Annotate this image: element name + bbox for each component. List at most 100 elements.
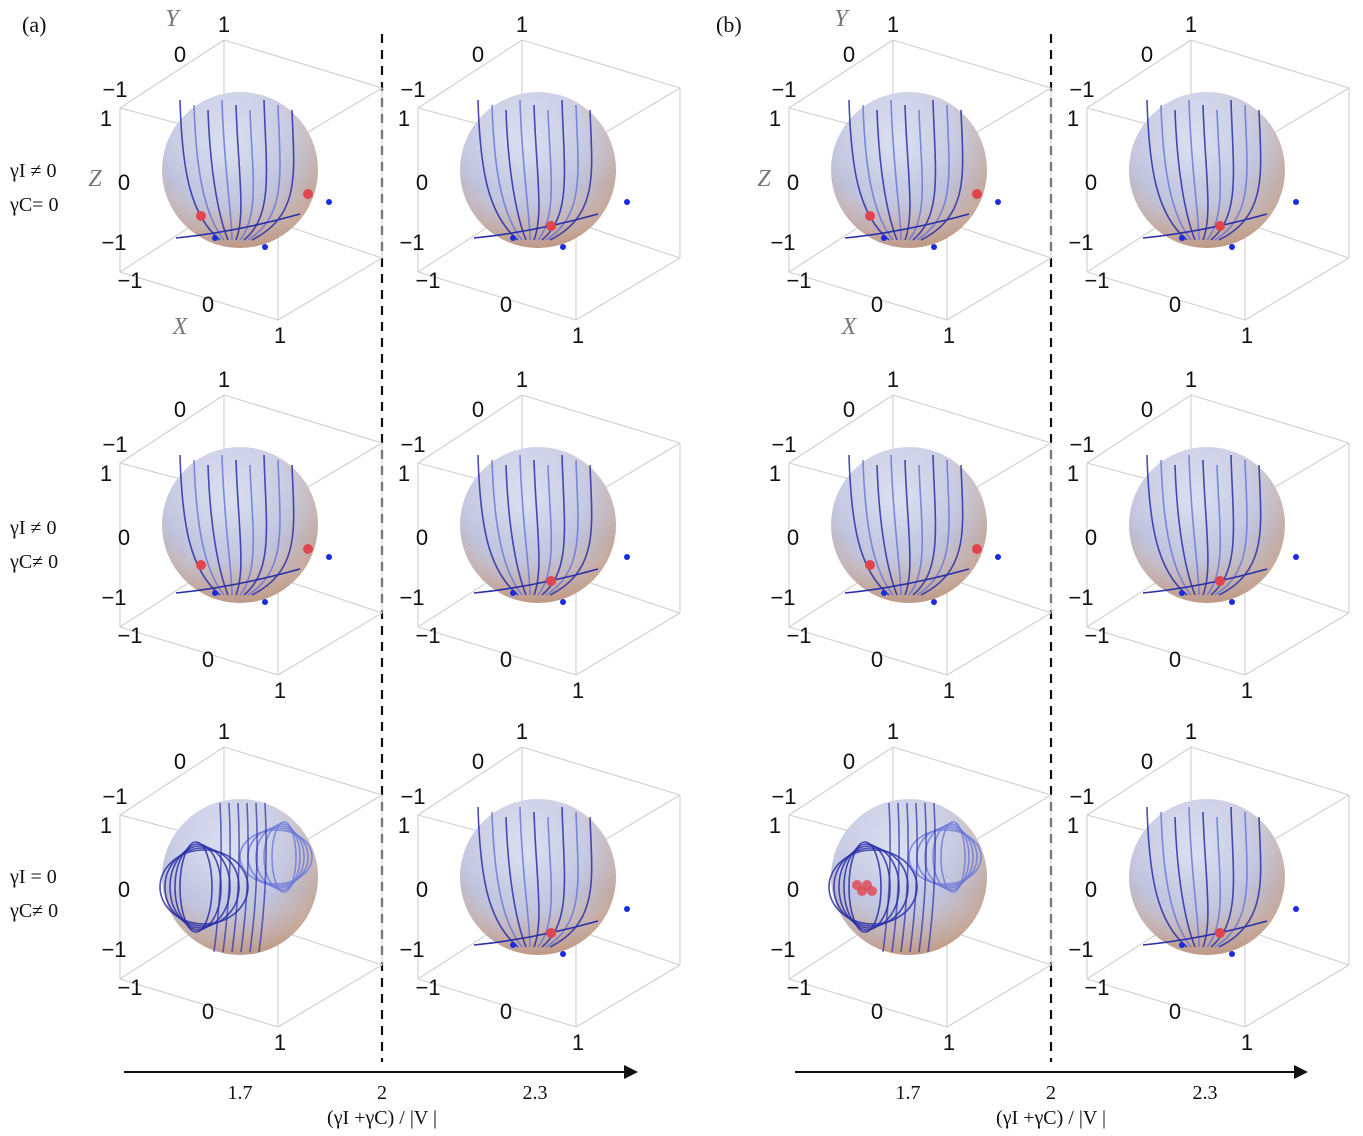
z-tick-neg: −1: [770, 230, 795, 255]
stable-fixed-point: [546, 576, 556, 586]
stable-fixed-point: [196, 560, 206, 570]
flow-trajectories: [1142, 99, 1268, 241]
x-tick-zero: 0: [500, 292, 512, 317]
flow-trajectories: [828, 802, 982, 953]
y-tick-zero: 0: [1141, 42, 1153, 67]
x-tick-pos: 1: [274, 1030, 286, 1055]
flow-trajectories: [175, 99, 301, 241]
sink-point: [212, 590, 218, 596]
sphere-panel-11: 1 0 −1 1 0 −1 −1 0 1: [769, 719, 1052, 1055]
y-tick-zero: 0: [843, 42, 855, 67]
stable-fixed-point: [303, 544, 313, 554]
x-tick-1-7: 1.7: [896, 1082, 921, 1104]
x-tick-2: 2: [1046, 1082, 1056, 1104]
x-tick-neg: −1: [117, 623, 142, 648]
sphere-panel-3: 1 0 −1 1 0 −1 −1 0 1 Y Z X: [757, 6, 1052, 348]
sink-point: [931, 599, 937, 605]
x-tick-pos: 1: [1241, 1030, 1253, 1055]
z-tick-pos: 1: [769, 813, 781, 838]
sink-point: [510, 942, 516, 948]
y-tick-pos: 1: [887, 12, 899, 37]
x-tick-pos: 1: [572, 1030, 584, 1055]
sphere-panel-6: 1 0 −1 1 0 −1 −1 0 1: [398, 367, 681, 703]
sink-point: [881, 235, 887, 241]
x-axis-name: X: [172, 314, 189, 340]
flow-trajectories: [844, 99, 970, 241]
sphere-panel-9: 1 0 −1 1 0 −1 −1 0 1: [100, 719, 383, 1055]
z-tick-pos: 1: [100, 461, 112, 486]
x-tick-zero: 0: [1169, 999, 1181, 1024]
sink-point: [510, 590, 516, 596]
sink-point: [1179, 235, 1185, 241]
x-tick-pos: 1: [943, 678, 955, 703]
sink-point: [262, 599, 268, 605]
flow-trajectories: [1142, 454, 1268, 596]
x-tick-pos: 1: [572, 323, 584, 348]
row-label-1: γI ≠ 0 γC= 0: [9, 160, 58, 216]
sink-point: [560, 951, 566, 957]
z-tick-pos: 1: [100, 106, 112, 131]
sink-point: [931, 244, 937, 250]
x-axis-b: 1.7 2 2.3 (γI +γC) / |V |: [795, 1065, 1308, 1129]
stable-fixed-point: [1215, 221, 1225, 231]
sink-point: [560, 599, 566, 605]
y-tick-neg: −1: [771, 432, 796, 457]
row-label-2: γI ≠ 0 γC≠ 0: [9, 517, 58, 573]
x-tick-neg: −1: [415, 623, 440, 648]
z-tick-neg: −1: [399, 230, 424, 255]
x-tick-pos: 1: [943, 323, 955, 348]
y-tick-zero: 0: [472, 749, 484, 774]
y-tick-pos: 1: [1185, 12, 1197, 37]
z-tick-neg: −1: [770, 585, 795, 610]
z-tick-zero: 0: [118, 877, 130, 902]
x-tick-neg: −1: [415, 975, 440, 1000]
z-tick-neg: −1: [101, 937, 126, 962]
stable-fixed-point: [546, 928, 556, 938]
flow-trajectories: [159, 802, 313, 953]
x-tick-pos: 1: [943, 1030, 955, 1055]
z-tick-zero: 0: [118, 525, 130, 550]
z-tick-pos: 1: [398, 461, 410, 486]
y-tick-neg: −1: [771, 77, 796, 102]
z-tick-neg: −1: [1068, 230, 1093, 255]
stable-fixed-point: [546, 221, 556, 231]
y-tick-pos: 1: [1185, 367, 1197, 392]
sink-point: [881, 590, 887, 596]
stable-fixed-point: [865, 211, 875, 221]
x-tick-pos: 1: [1241, 678, 1253, 703]
sphere-panel-8: 1 0 −1 1 0 −1 −1 0 1: [1067, 367, 1350, 703]
y-tick-pos: 1: [516, 12, 528, 37]
x-tick-zero: 0: [202, 647, 214, 672]
y-tick-neg: −1: [771, 784, 796, 809]
y-tick-neg: −1: [1069, 784, 1094, 809]
sink-point: [1229, 599, 1235, 605]
sink-point: [510, 235, 516, 241]
z-tick-neg: −1: [399, 585, 424, 610]
z-tick-neg: −1: [101, 585, 126, 610]
x-axis-label: (γI +γC) / |V |: [996, 1107, 1106, 1129]
x-tick-zero: 0: [871, 647, 883, 672]
flow-trajectories: [473, 99, 599, 241]
sphere-panels: 1 0 −1 1 0 −1 −1 0 1 Y Z X 1 0 −1 1 0 −1 −1 0 1 1 0 −1 1 0 −1 −1 0 1 Y…: [88, 6, 1350, 1055]
sphere-panel-12: 1 0 −1 1 0 −1 −1 0 1: [1067, 719, 1350, 1055]
stable-fixed-point: [1215, 928, 1225, 938]
sink-point: [1229, 951, 1235, 957]
row-label-3: γI = 0 γC≠ 0: [9, 866, 58, 922]
x-tick-neg: −1: [1084, 975, 1109, 1000]
z-tick-neg: −1: [770, 937, 795, 962]
y-tick-zero: 0: [1141, 749, 1153, 774]
sink-point: [212, 235, 218, 241]
sink-point: [1293, 199, 1299, 205]
x-tick-2-3: 2.3: [1193, 1082, 1218, 1104]
y-tick-neg: −1: [400, 77, 425, 102]
x-tick-zero: 0: [500, 647, 512, 672]
y-tick-zero: 0: [174, 749, 186, 774]
z-tick-zero: 0: [1085, 877, 1097, 902]
y-tick-pos: 1: [218, 719, 230, 744]
svg-text:γI ≠ 0: γI ≠ 0: [9, 517, 56, 539]
sink-point: [624, 554, 630, 560]
svg-text:γI = 0: γI = 0: [9, 866, 57, 888]
z-axis-name: Z: [757, 166, 771, 192]
x-tick-neg: −1: [415, 268, 440, 293]
